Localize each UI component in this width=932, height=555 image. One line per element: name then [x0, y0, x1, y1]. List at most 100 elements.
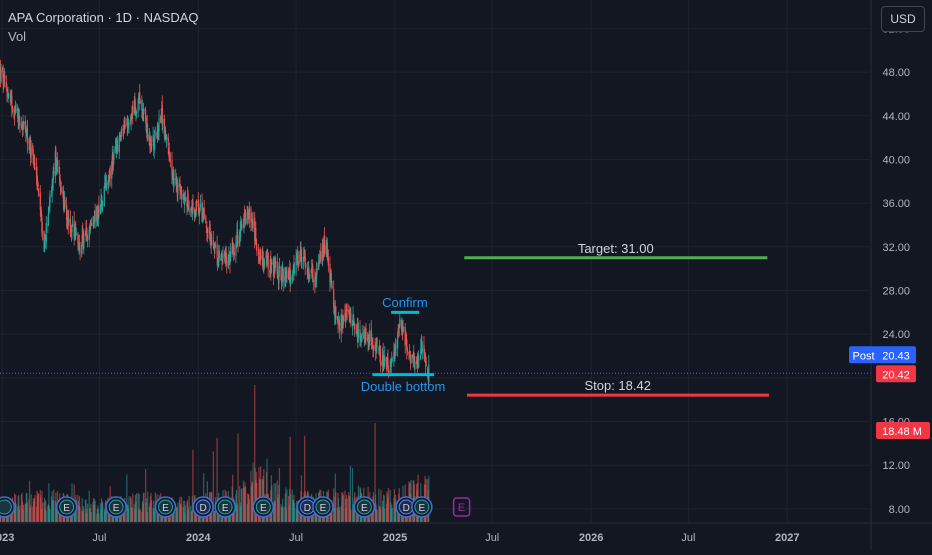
candle-body	[284, 276, 286, 280]
candle-body	[320, 251, 322, 262]
candle-body	[255, 227, 257, 238]
candle-body	[209, 223, 211, 236]
symbol-title[interactable]: APA Corporation · 1D · NASDAQ	[8, 10, 199, 25]
candle-body	[183, 200, 185, 205]
volume-bar	[304, 435, 306, 522]
candle-body	[24, 121, 26, 129]
candle-body	[130, 114, 132, 125]
volume-bar	[60, 511, 62, 522]
candle-body	[263, 259, 265, 268]
candle-body	[319, 254, 321, 263]
time-tick-label: 2026	[579, 532, 603, 544]
volume-bar	[275, 483, 277, 522]
candle-body	[338, 319, 340, 325]
candle-body	[233, 252, 235, 255]
candle-body	[304, 255, 306, 258]
candle-body	[379, 345, 382, 364]
candle-body	[383, 364, 385, 366]
candle-body	[274, 261, 276, 272]
marker-letter: E	[113, 503, 120, 514]
candle-body	[299, 250, 301, 256]
volume-bar	[28, 480, 31, 522]
time-tick-label: 2027	[775, 532, 799, 544]
candle-body	[348, 309, 350, 318]
marker-letter: E	[162, 503, 169, 514]
candle-body	[240, 224, 242, 232]
marker-inner	[195, 499, 211, 515]
price-candles	[0, 59, 430, 388]
candle-body	[337, 318, 340, 322]
candle-body	[316, 268, 318, 273]
volume-bar	[135, 493, 138, 522]
candle-body	[387, 358, 389, 369]
candle-body	[153, 144, 155, 152]
candle-body	[60, 187, 62, 193]
candle-body	[77, 233, 79, 245]
marker-letter: E	[320, 503, 327, 514]
marker-inner	[0, 499, 12, 515]
candle-body	[55, 149, 57, 169]
candle-body	[394, 347, 397, 350]
candle-body	[205, 216, 207, 223]
volume-bar	[286, 489, 288, 522]
candle-body	[414, 360, 416, 370]
post-tag-label: Post	[852, 350, 874, 362]
volume-bar	[380, 489, 382, 522]
candle-body	[207, 230, 209, 232]
target-annotation-label: Target: 31.00	[577, 240, 654, 256]
marker-inner	[217, 499, 233, 515]
candle-body	[359, 337, 362, 341]
candle-body	[71, 224, 74, 226]
candle-body	[120, 128, 123, 137]
candle-body	[84, 232, 87, 236]
candle-body	[101, 205, 103, 209]
candle-body	[252, 220, 254, 229]
candle-body	[427, 367, 429, 378]
candle-body	[390, 365, 392, 371]
candle-body	[275, 261, 277, 263]
candle-body	[247, 210, 249, 219]
candle-body	[171, 160, 173, 176]
candle-body	[168, 148, 170, 151]
marker-inner	[315, 499, 331, 515]
candle-body	[291, 274, 293, 280]
candle-body	[161, 104, 163, 123]
currency-button[interactable]: USD	[881, 6, 925, 32]
candle-body	[226, 260, 228, 266]
volume-bar	[188, 496, 190, 522]
candle-body	[141, 108, 144, 112]
candle-body	[20, 126, 23, 128]
candle-body	[28, 140, 30, 143]
candle-body	[66, 205, 68, 221]
volume-bar	[349, 465, 351, 522]
volume-bar	[124, 510, 126, 522]
candle-body	[62, 191, 65, 202]
candle-body	[287, 269, 290, 280]
volume-bar	[79, 506, 81, 522]
volume-label[interactable]: Vol	[8, 29, 27, 44]
candle-body	[390, 360, 392, 368]
candle-body	[378, 347, 380, 350]
candle-body	[235, 243, 237, 256]
candle-body	[333, 289, 335, 308]
candle-body	[220, 257, 222, 261]
candle-body	[359, 329, 361, 340]
volume-bar	[98, 513, 100, 522]
candle-body	[148, 133, 150, 146]
candle-body	[327, 256, 329, 266]
candle-body	[177, 185, 179, 195]
candle-body	[349, 317, 351, 319]
candle-body	[7, 94, 9, 99]
candle-body	[13, 109, 15, 112]
price-tick-label: 12.00	[882, 460, 910, 472]
time-tick-label: Jul	[92, 532, 106, 544]
candle-body	[308, 269, 310, 279]
candle-body	[214, 244, 217, 248]
candle-body	[335, 306, 337, 319]
candle-body	[169, 159, 171, 161]
candle-body	[322, 248, 325, 258]
candle-body	[38, 188, 40, 196]
